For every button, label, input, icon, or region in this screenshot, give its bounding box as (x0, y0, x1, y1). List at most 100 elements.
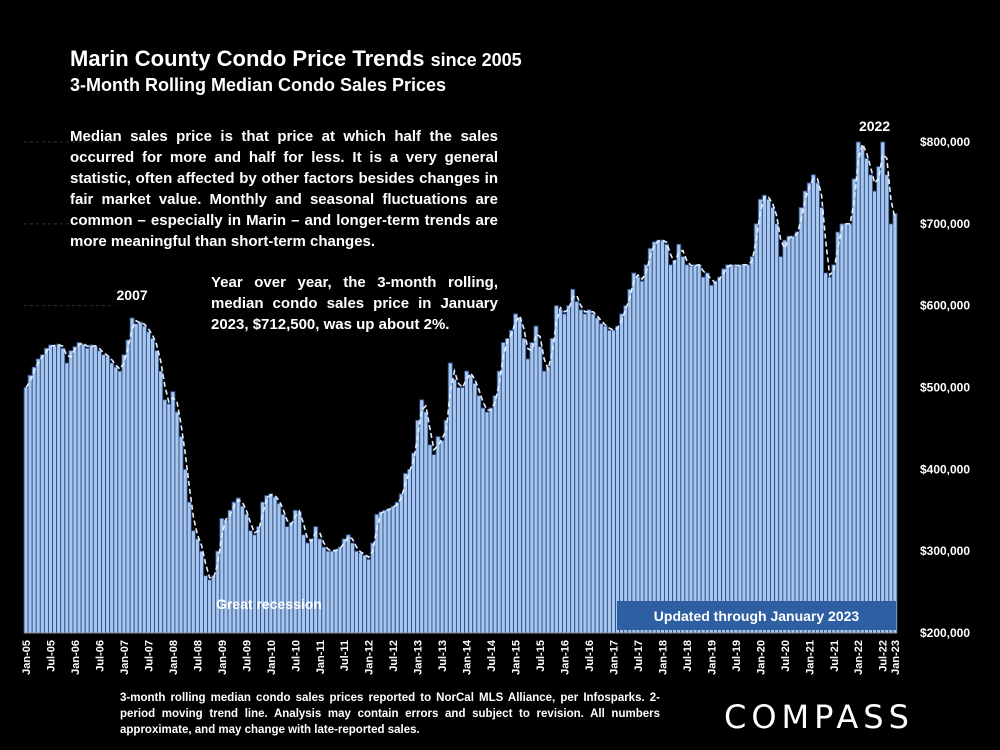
bar (333, 549, 339, 634)
x-tick-label: Jul-10 (290, 640, 302, 672)
bar (859, 145, 865, 634)
bar (325, 550, 331, 634)
bar (545, 366, 551, 634)
bar (602, 325, 608, 634)
bar (345, 534, 351, 634)
bar (415, 419, 421, 634)
bar (137, 321, 143, 634)
bar (239, 505, 245, 634)
bar (203, 575, 209, 634)
bar (419, 399, 425, 634)
bar (488, 407, 494, 634)
x-tick-label: Jan-19 (706, 640, 718, 675)
bar (782, 239, 788, 634)
x-tick-label: Jan-14 (462, 639, 474, 675)
bar (729, 264, 735, 634)
bar (72, 346, 78, 634)
x-tick-label: Jan-15 (511, 640, 523, 675)
bar (476, 395, 482, 634)
bar (766, 198, 771, 634)
annotations: 2007 Great recession 2022 (117, 118, 891, 612)
bar (537, 346, 543, 634)
x-tick-label: Jan-09 (217, 640, 229, 675)
bar (370, 542, 376, 634)
bar (651, 241, 657, 634)
bar (150, 337, 155, 634)
bar (688, 265, 694, 634)
bar (268, 493, 274, 634)
bar (590, 313, 596, 634)
bar (676, 243, 682, 634)
y-tick-label: $200,000 (920, 626, 970, 640)
x-tick-label: Jul-12 (388, 640, 400, 672)
bar (733, 265, 739, 634)
bar (582, 313, 588, 634)
bar (802, 190, 808, 634)
bar (700, 276, 706, 634)
bar (745, 264, 751, 634)
bar (76, 342, 82, 634)
bar (92, 346, 98, 634)
bar (851, 178, 857, 634)
bar (843, 223, 849, 634)
bar (521, 337, 527, 634)
bar (492, 395, 498, 634)
bar (627, 288, 633, 634)
bar (431, 454, 437, 634)
bar (358, 552, 364, 634)
bar (133, 323, 139, 634)
bar (178, 436, 184, 634)
bar (264, 495, 270, 634)
bar (23, 387, 29, 634)
bar (292, 509, 298, 634)
bar (64, 362, 70, 634)
bar (655, 239, 661, 634)
bar (566, 305, 572, 634)
bar (831, 264, 837, 634)
bar (329, 550, 335, 634)
title-main: Marin County Condo Price Trends (70, 46, 425, 71)
x-tick-label: Jul-22 (878, 640, 890, 672)
bar (154, 350, 160, 634)
bar (194, 538, 200, 634)
bar (509, 329, 514, 634)
bar (672, 260, 678, 634)
x-tick-label: Jul-05 (46, 640, 58, 672)
bar (280, 513, 286, 634)
x-tick-label: Jan-17 (608, 640, 620, 675)
trend-line (25, 141, 896, 579)
bar (757, 198, 763, 634)
bar (619, 313, 625, 634)
bar (121, 354, 127, 634)
bar (27, 374, 33, 634)
bar (305, 542, 311, 634)
bar (529, 342, 535, 634)
bar (435, 436, 441, 634)
bar (664, 243, 670, 634)
bar (317, 538, 323, 634)
y-tick-labels: $200,000 $300,000 $400,000 $500,000 $600,000… (920, 135, 970, 640)
description-paragraph: Median sales price is that price at whic… (70, 128, 498, 250)
bar (513, 313, 519, 634)
x-tick-label: Jul-17 (633, 640, 645, 672)
bar (635, 276, 641, 634)
bar (455, 387, 461, 634)
bar (786, 235, 792, 634)
bar (623, 305, 629, 634)
bar (631, 272, 637, 634)
title-since: since 2005 (430, 50, 522, 70)
bar (256, 526, 262, 634)
bar (704, 272, 710, 634)
bar (721, 268, 727, 634)
bar (639, 280, 645, 634)
bar (598, 323, 604, 634)
bar (288, 522, 294, 634)
bar (390, 505, 396, 634)
bar (770, 207, 776, 634)
x-tick-label: Jul-07 (143, 640, 155, 672)
bar (247, 530, 253, 634)
x-tick-labels: Jan-05 Jul-05 Jan-06 Jul-06 Jan-07 Jul-07 Jan-… (21, 639, 902, 675)
bar (790, 235, 796, 634)
bar (835, 231, 841, 634)
